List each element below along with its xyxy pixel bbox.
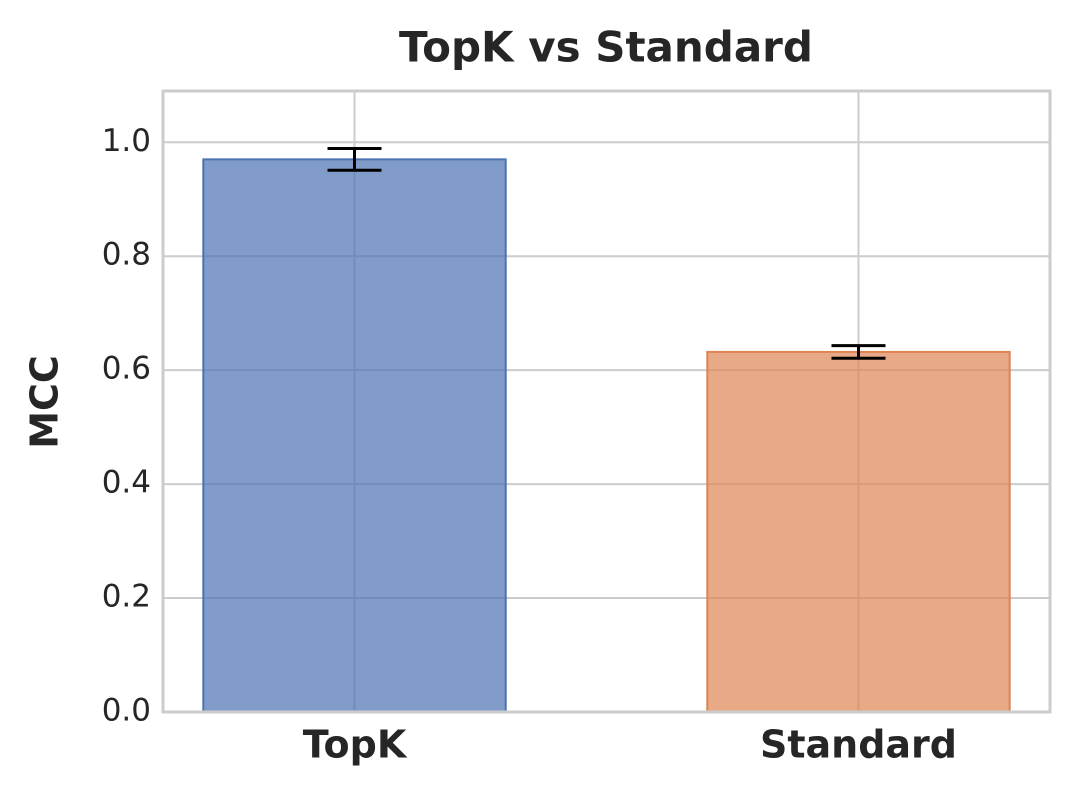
- y-tick-label: 0.6: [102, 351, 151, 387]
- bar: [706, 350, 1011, 713]
- y-tick-label: 0.8: [102, 237, 151, 273]
- y-tick-label: 1.0: [102, 123, 151, 159]
- error-bar: [831, 344, 886, 360]
- plot-frame: [161, 89, 1052, 714]
- y-tick-label: 0.0: [102, 693, 151, 729]
- x-tick-label: Standard: [760, 723, 957, 767]
- y-tick-label: 0.2: [102, 579, 151, 615]
- bar: [202, 158, 507, 714]
- error-bar: [327, 147, 382, 172]
- chart-title: TopK vs Standard: [399, 23, 813, 72]
- y-axis-label: MCC: [23, 355, 67, 449]
- y-tick-label: 0.4: [102, 465, 151, 501]
- x-tick-label: TopK: [303, 723, 408, 767]
